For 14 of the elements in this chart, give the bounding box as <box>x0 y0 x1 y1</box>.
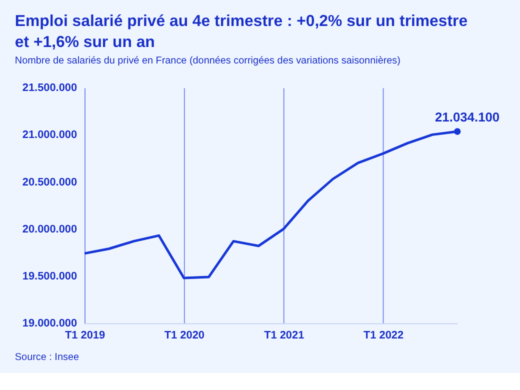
x-tick-label: T1 2019 <box>64 330 106 342</box>
x-tick-label: T1 2022 <box>363 330 404 342</box>
y-tick-label: 21.000.000 <box>22 129 78 142</box>
chart-subtitle: Nombre de salariés du privé en France (données corrigées des variations saisonnières) <box>14 56 400 67</box>
x-tick-label: T1 2021 <box>264 330 304 342</box>
source-note: Source : Insee <box>14 352 80 363</box>
y-tick-label: 20.500.000 <box>22 176 78 188</box>
y-tick-label: 21.500.000 <box>22 82 78 94</box>
x-tick-label: T1 2020 <box>164 330 204 342</box>
y-tick-label: 19.500.000 <box>22 270 78 283</box>
annotation: 21.034.100 <box>435 110 500 125</box>
y-tick-label: 20.000.000 <box>22 223 78 236</box>
y-tick-label: 19.000.000 <box>22 318 78 330</box>
chart-title: Emploi salarié privé au 4e trimestre : +0,2% sur un trimestre et +1,6% sur un an <box>14 12 468 51</box>
